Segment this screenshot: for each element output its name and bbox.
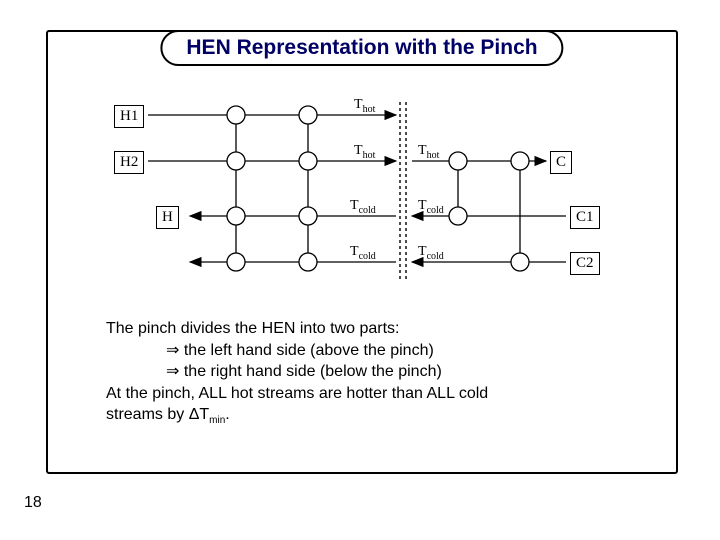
temp-label: Tcold <box>350 244 376 262</box>
stream-box-h: H <box>156 206 179 229</box>
diagram-svg <box>118 90 608 300</box>
slide-title: HEN Representation with the Pinch <box>160 30 563 66</box>
temp-label: Thot <box>354 97 375 115</box>
stream-box-h2: H2 <box>114 151 144 174</box>
para-bullet1: ⇒ the left hand side (above the pinch) <box>106 340 646 362</box>
para-line2: At the pinch, ALL hot streams are hotter… <box>106 383 646 428</box>
temp-label: Tcold <box>350 198 376 216</box>
hen-diagram: H1H2HCC1C2 ThotThotThotTcoldTcoldTcoldTc… <box>118 90 608 300</box>
stream-box-h1: H1 <box>114 105 144 128</box>
explanation-text: The pinch divides the HEN into two parts… <box>106 318 646 428</box>
temp-label: Thot <box>418 143 439 161</box>
stream-box-c2: C2 <box>570 252 600 275</box>
temp-label: Thot <box>354 143 375 161</box>
para-bullet2: ⇒ the right hand side (below the pinch) <box>106 361 646 383</box>
stream-box-c1: C1 <box>570 206 600 229</box>
slide-number: 18 <box>24 494 42 512</box>
temp-label: Tcold <box>418 198 444 216</box>
slide-frame: HEN Representation with the Pinch H1 H2 H C… <box>46 30 678 474</box>
temp-label: Tcold <box>418 244 444 262</box>
stream-box-c: C <box>550 151 572 174</box>
para-line1: The pinch divides the HEN into two parts… <box>106 318 646 340</box>
